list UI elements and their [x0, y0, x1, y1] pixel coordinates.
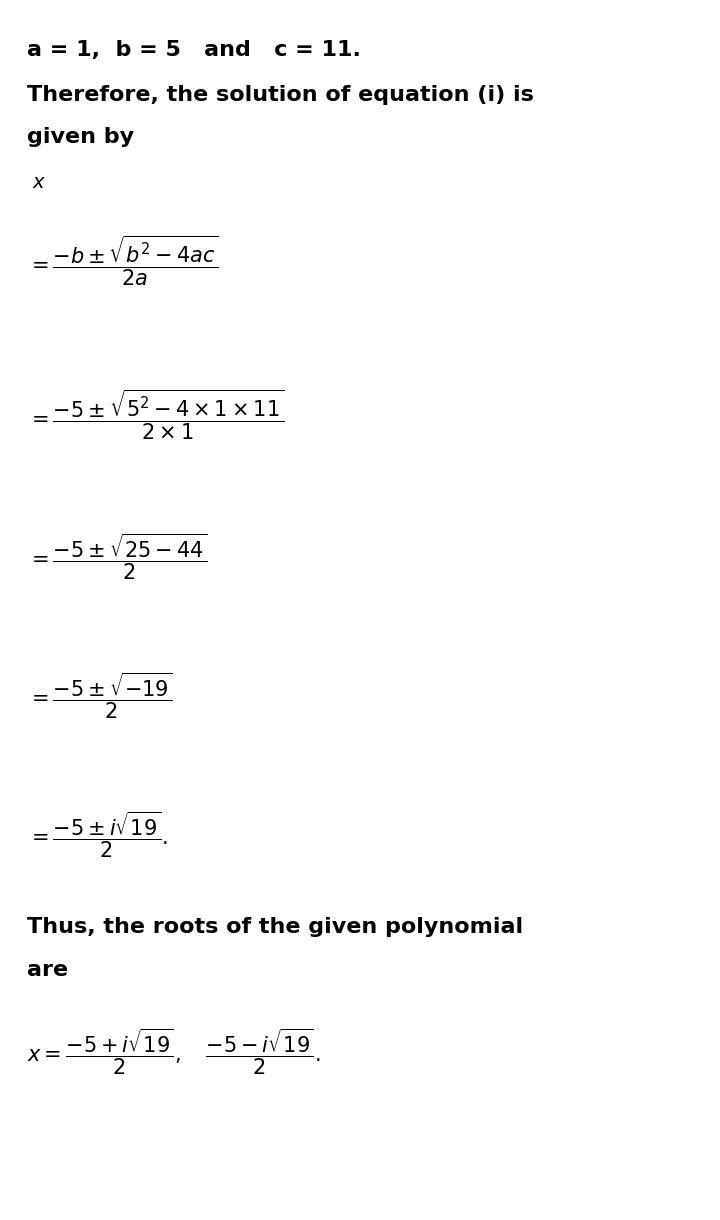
Text: Therefore, the solution of equation (i) is: Therefore, the solution of equation (i) …	[27, 85, 534, 105]
Text: Thus, the roots of the given polynomial: Thus, the roots of the given polynomial	[27, 917, 523, 937]
Text: $= \dfrac{-5 \pm \sqrt{5^{2} - 4 \times 1 \times 11}}{2 \times 1}$: $= \dfrac{-5 \pm \sqrt{5^{2} - 4 \times …	[27, 388, 284, 442]
Text: a = 1,  b = 5   and   c = 11.: a = 1, b = 5 and c = 11.	[27, 40, 361, 60]
Text: $= \dfrac{-5 \pm \sqrt{-19}}{2}$: $= \dfrac{-5 \pm \sqrt{-19}}{2}$	[27, 670, 173, 721]
Text: $= \dfrac{-5 \pm i\sqrt{19}}{2}.$: $= \dfrac{-5 \pm i\sqrt{19}}{2}.$	[27, 809, 168, 860]
Text: $x = \dfrac{-5 + i\sqrt{19}}{2}, \quad \dfrac{-5 - i\sqrt{19}}{2}.$: $x = \dfrac{-5 + i\sqrt{19}}{2}, \quad \…	[27, 1026, 321, 1077]
Text: given by: given by	[27, 127, 135, 146]
Text: are: are	[27, 960, 68, 980]
Text: $= \dfrac{-5 \pm \sqrt{25 - 44}}{2}$: $= \dfrac{-5 \pm \sqrt{25 - 44}}{2}$	[27, 531, 208, 582]
Text: $x$: $x$	[32, 173, 46, 193]
Text: $= \dfrac{-b \pm \sqrt{b^{2} - 4ac}}{2a}$: $= \dfrac{-b \pm \sqrt{b^{2} - 4ac}}{2a}…	[27, 234, 219, 288]
